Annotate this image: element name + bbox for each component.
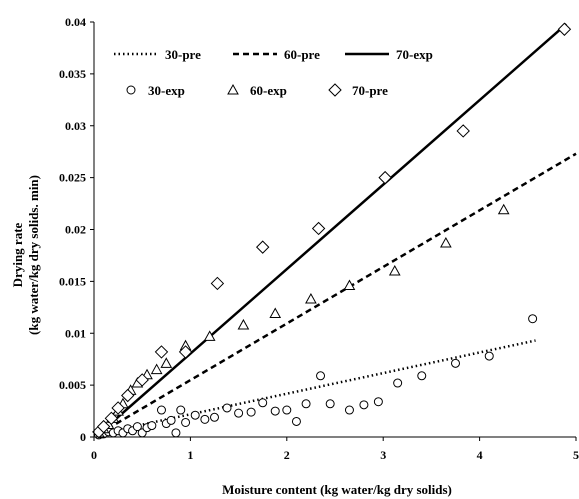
y-tick-label: 0.04 (65, 15, 86, 29)
legend-60-exp-marker (227, 83, 239, 95)
point-60-exp (203, 330, 216, 341)
point-70-pre (121, 388, 135, 403)
point-30-exp (301, 399, 311, 409)
legend-70-pre-label: 70-pre (352, 83, 388, 98)
x-tick-label: 1 (187, 448, 193, 462)
point-30-exp (528, 314, 538, 324)
x-tick-label: 3 (380, 448, 386, 462)
point-70-pre (255, 240, 270, 254)
point-70-pre (104, 411, 119, 426)
point-30-exp (171, 428, 181, 438)
point-30-exp (190, 410, 200, 420)
point-60-exp (269, 307, 282, 319)
legend-70-exp-label: 70-exp (396, 47, 433, 62)
fit-lines (97, 23, 577, 436)
point-70-pre (154, 345, 169, 359)
point-70-pre (311, 221, 326, 236)
point-30-exp (156, 405, 166, 415)
point-30-exp (200, 414, 210, 424)
y-tick-labels: 0 0.005 0.01 0.015 0.02 0.025 0.03 0.035 0.04 (59, 15, 94, 444)
y-tick-label: 0.01 (65, 326, 86, 340)
point-70-pre (378, 170, 392, 185)
y-tick-label: 0.015 (59, 274, 86, 288)
point-30-exp (258, 398, 268, 408)
y-axis-title-line1: Drying rate (10, 222, 25, 287)
point-30-exp (147, 421, 157, 431)
y-axis-title-line2: (kg water/kg dry solids. min) (26, 175, 41, 335)
point-30-exp (316, 371, 326, 381)
point-30-exp (344, 405, 354, 415)
point-60-exp (160, 357, 173, 368)
legend-30-exp-marker (126, 85, 136, 95)
point-70-pre (210, 276, 225, 291)
point-30-exp (246, 407, 256, 417)
point-30-exp (451, 358, 460, 368)
point-30-exp (181, 417, 191, 427)
point-60-exp (150, 363, 163, 375)
y-tick-label: 0 (80, 430, 86, 444)
point-60-exp (305, 292, 317, 304)
legend-60-pre-label: 60-pre (284, 47, 320, 62)
x-tick-label: 2 (284, 448, 290, 462)
point-60-exp (388, 264, 401, 276)
point-60-exp (237, 318, 250, 330)
point-30-exp (166, 415, 176, 425)
legend-60-exp-label: 60-exp (250, 83, 287, 98)
legend-30-exp-label: 30-exp (148, 83, 185, 98)
point-30-exp (176, 405, 186, 415)
point-30-exp (234, 408, 244, 418)
point-60-exp (497, 203, 510, 215)
point-30-exp (417, 371, 427, 381)
y-tick-label: 0.005 (59, 378, 86, 392)
y-tick-label: 0.035 (59, 67, 86, 81)
point-70-pre (178, 345, 193, 359)
point-30-exp (373, 397, 383, 407)
point-30-exp (222, 403, 232, 413)
point-30-exp (291, 416, 301, 426)
legend-70-pre-marker (328, 83, 342, 97)
legend: 30-pre 60-pre 70-exp 30-exp 60-exp 70-pr… (114, 47, 433, 98)
point-70-pre (96, 419, 111, 434)
x-tick-label: 4 (477, 448, 483, 462)
point-30-exp (359, 400, 369, 410)
point-30-exp (132, 422, 142, 432)
point-30-exp (393, 378, 403, 388)
y-axis-title: Drying rate (kg water/kg dry solids. min… (10, 175, 41, 335)
point-70-pre (557, 22, 572, 36)
y-tick-label: 0.02 (65, 223, 86, 237)
point-30-exp (484, 351, 494, 361)
x-axis-title: Moisture content (kg water/kg dry solids… (222, 482, 452, 497)
point-70-pre (135, 373, 149, 387)
point-70-pre (456, 124, 470, 138)
legend-30-pre-label: 30-pre (165, 47, 201, 62)
y-tick-label: 0.025 (59, 171, 86, 185)
point-30-exp (282, 405, 292, 415)
point-30-exp (270, 406, 280, 416)
point-30-exp (325, 399, 335, 409)
y-tick-label: 0.03 (65, 119, 86, 133)
x-tick-label: 5 (573, 448, 579, 462)
line-70-exp (97, 23, 568, 435)
point-60-exp (343, 279, 356, 291)
line-60-pre (98, 152, 577, 435)
point-60-exp (440, 236, 452, 248)
x-tick-label: 0 (91, 448, 97, 462)
x-tick-labels: 0 1 2 3 4 5 (91, 437, 579, 462)
point-30-exp (210, 412, 219, 422)
point-70-pre (111, 401, 125, 415)
